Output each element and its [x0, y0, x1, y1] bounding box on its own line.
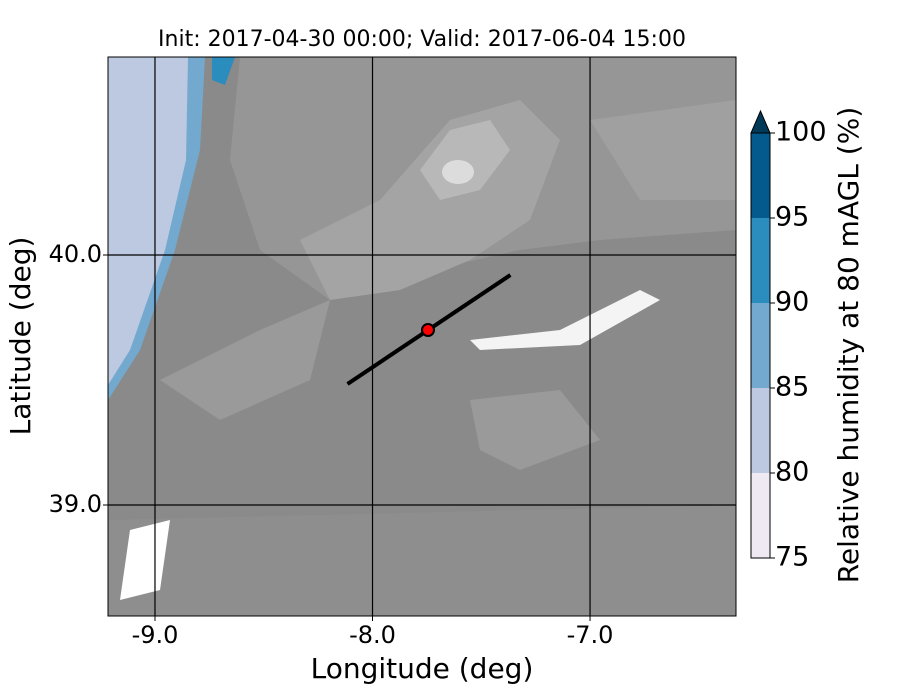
colorbar-tick-label: 90 [775, 287, 809, 318]
y-tick-label: 40.0 [49, 240, 102, 268]
colorbar-extend [750, 109, 771, 134]
colorbar-bin [751, 388, 770, 473]
x-tick-label: -7.0 [567, 621, 614, 649]
y-tick-label: 39.0 [49, 490, 102, 518]
site-point [420, 323, 435, 337]
colorbar-label: Relative humidity at 80 mAGL (%) [832, 107, 865, 584]
colorbar-bin [751, 473, 770, 558]
x-tick-label: -8.0 [349, 621, 396, 649]
colorbar-bin [751, 218, 770, 303]
x-tick-label: -9.0 [132, 621, 179, 649]
colorbar-bin [751, 303, 770, 388]
colorbar-tick-label: 85 [775, 372, 809, 403]
colorbar-bin [751, 133, 770, 218]
x-axis-label: Longitude (deg) [311, 652, 534, 685]
y-axis-label: Latitude (deg) [4, 237, 37, 436]
colorbar-tick-label: 95 [775, 202, 809, 233]
plot-frame [107, 56, 737, 617]
chart-title: Init: 2017-04-30 00:00; Valid: 2017-06-0… [158, 27, 686, 52]
colorbar-tick-label: 80 [775, 457, 809, 488]
terrain [108, 57, 736, 616]
colorbar-frame [750, 132, 771, 559]
colorbar-tick-label: 75 [775, 542, 809, 573]
colorbar-tick-label: 100 [775, 117, 827, 148]
